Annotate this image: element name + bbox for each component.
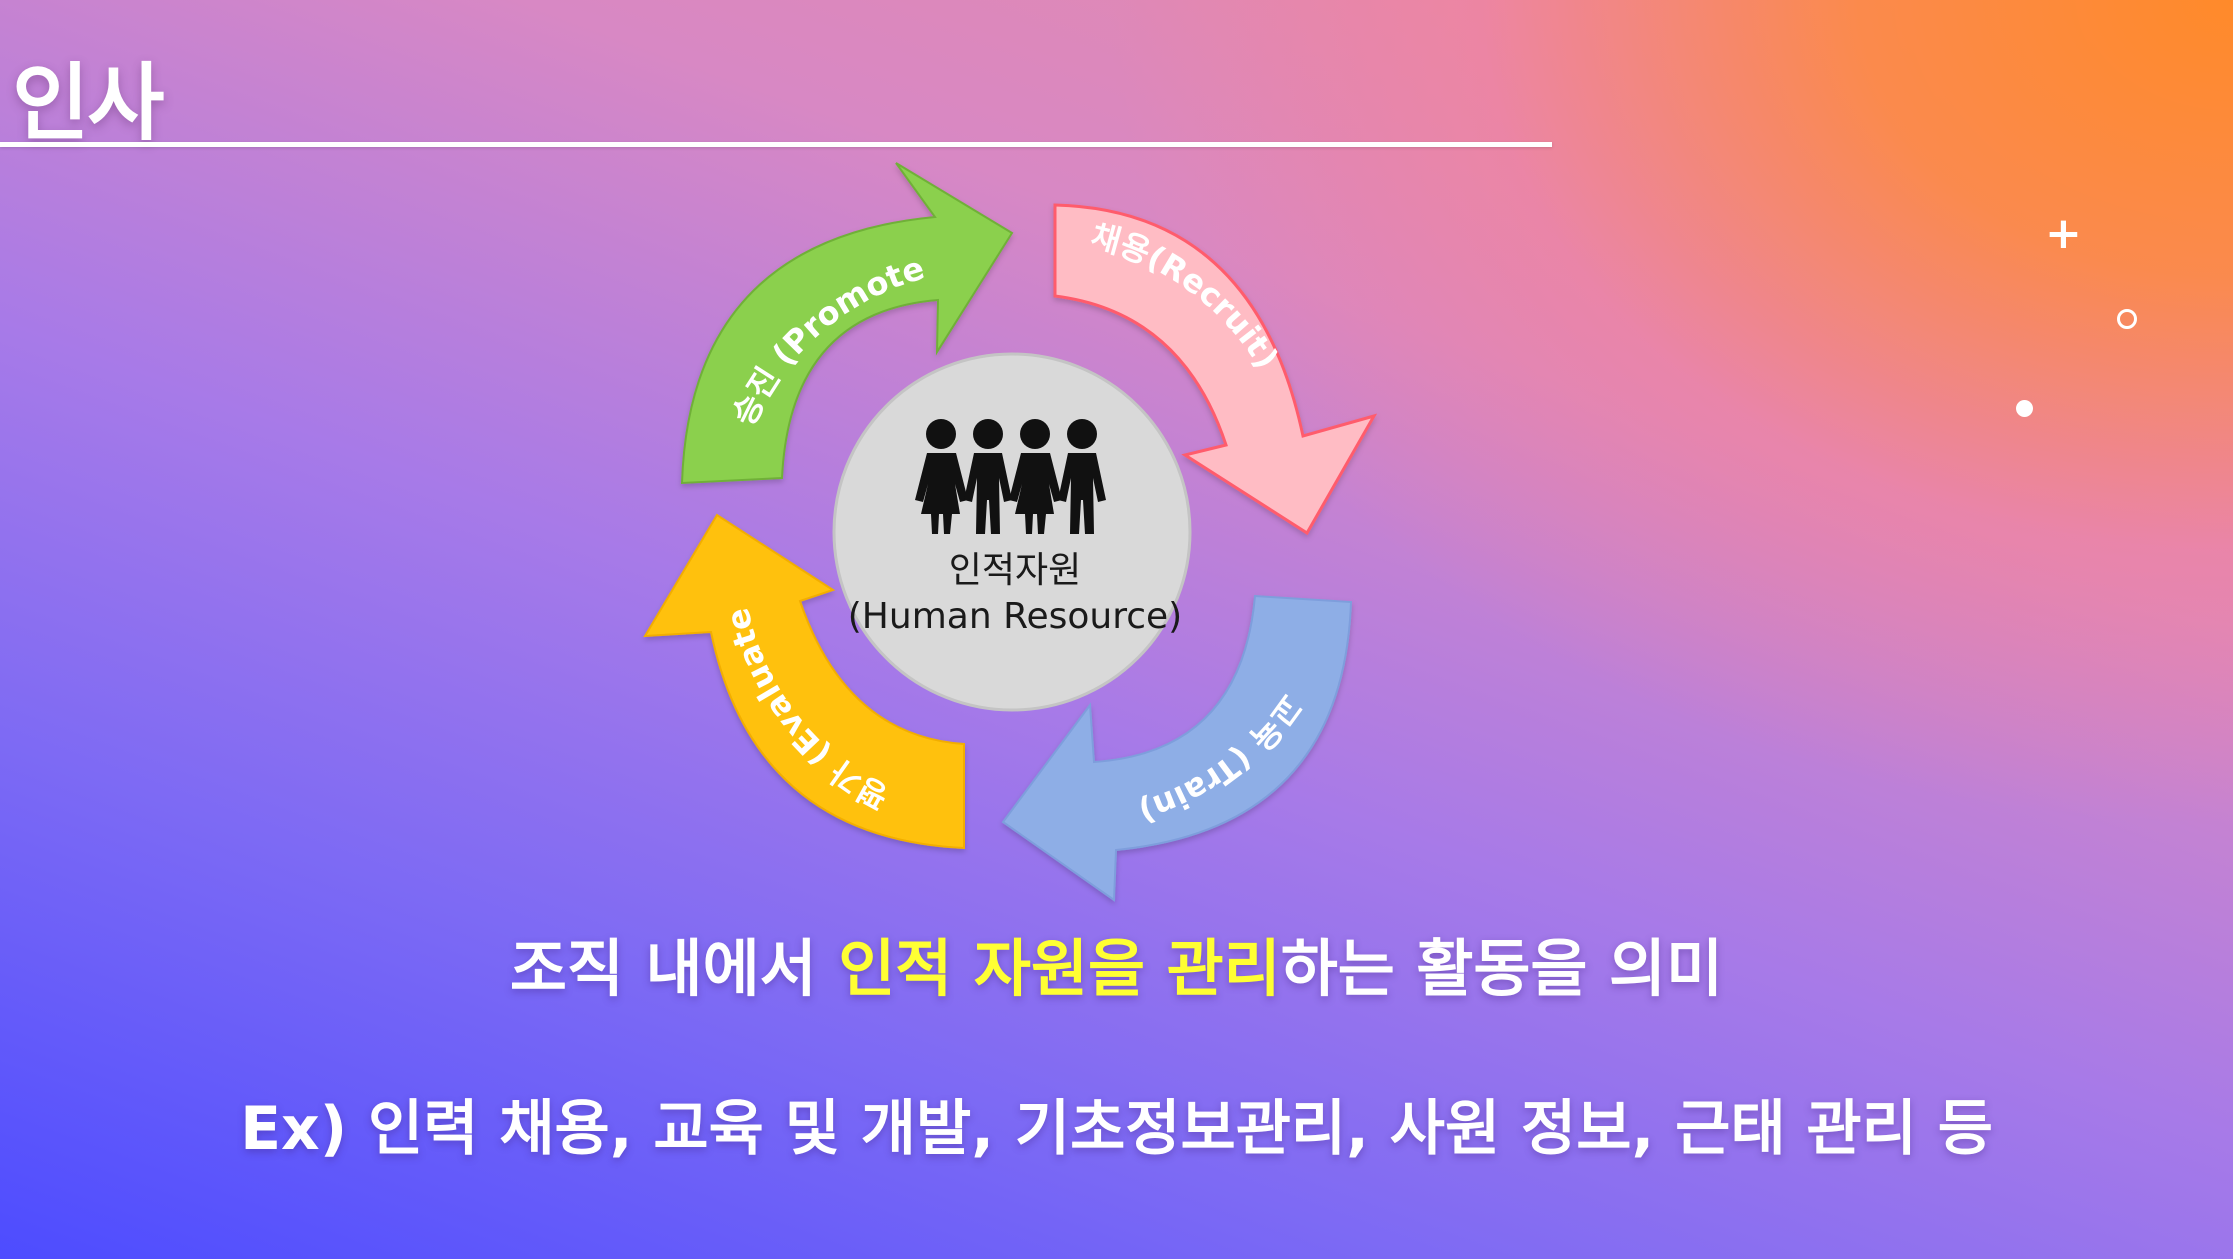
summary-suffix: 하는 활동을 의미 xyxy=(1280,932,1724,1005)
slide-title: 인사 xyxy=(12,54,165,152)
example-sentence: Ex) 인력 채용, 교육 및 개발, 기초정보관리, 사원 정보, 근태 관리… xyxy=(240,1094,1993,1164)
dot-icon xyxy=(2016,400,2033,417)
title-underline xyxy=(0,142,1552,147)
center-label: 인적자원 (Human Resource) xyxy=(830,548,1200,640)
center-label-english: (Human Resource) xyxy=(847,596,1183,637)
ring-icon xyxy=(2117,309,2137,329)
people-group-icon xyxy=(915,419,1106,534)
promote-label: 승진 (Promote) xyxy=(0,0,929,431)
evaluate-arrow xyxy=(643,513,965,850)
promote-arrow xyxy=(680,162,1014,485)
train-arrow xyxy=(1001,594,1353,902)
center-label-korean: 인적자원 xyxy=(948,550,1082,591)
recruit-arrow xyxy=(1053,203,1378,536)
plus-icon: + xyxy=(2045,208,2082,259)
center-circle xyxy=(832,352,1192,712)
summary-sentence: 조직 내에서 인적 자원을 관리하는 활동을 의미 xyxy=(0,918,2233,1008)
summary-prefix: 조직 내에서 xyxy=(509,932,839,1005)
summary-highlight: 인적 자원을 관리 xyxy=(838,932,1281,1005)
